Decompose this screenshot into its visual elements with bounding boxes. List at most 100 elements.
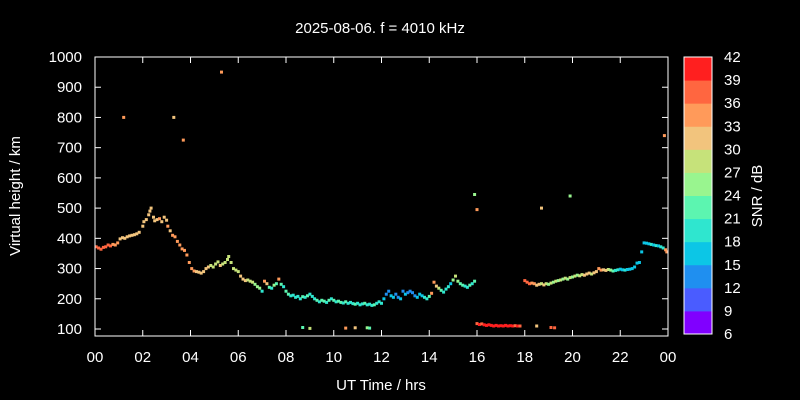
data-point	[563, 276, 567, 280]
data-point	[494, 323, 498, 327]
data-point	[125, 235, 129, 239]
data-point	[315, 298, 319, 302]
data-point	[329, 297, 333, 301]
data-point	[294, 295, 298, 299]
data-point	[180, 247, 184, 251]
data-point	[122, 115, 126, 119]
colorbar-tick-label: 36	[724, 95, 741, 112]
data-point	[296, 294, 300, 298]
data-point	[282, 285, 286, 289]
data-point	[123, 236, 127, 240]
data-point	[654, 244, 658, 248]
data-point	[389, 294, 393, 298]
data-point	[637, 261, 641, 264]
data-point	[104, 245, 108, 249]
data-point	[506, 324, 510, 328]
data-point	[106, 243, 110, 247]
data-point	[461, 283, 465, 287]
data-point	[544, 282, 548, 286]
colorbar-swatch	[684, 80, 712, 104]
data-point	[551, 280, 555, 284]
data-point	[265, 282, 269, 286]
data-point	[403, 292, 407, 296]
data-point	[339, 300, 343, 304]
data-point	[216, 260, 220, 264]
data-point	[351, 302, 355, 306]
x-tick-label: 08	[278, 349, 295, 366]
data-point	[116, 241, 120, 245]
colorbar-tick-label: 21	[724, 211, 741, 228]
data-point	[549, 281, 553, 285]
data-point	[568, 194, 572, 198]
data-point	[449, 282, 453, 286]
data-point	[592, 271, 596, 275]
data-point	[616, 268, 620, 272]
data-point	[518, 324, 522, 328]
data-point	[149, 206, 153, 210]
data-point	[508, 324, 512, 328]
data-point	[353, 326, 357, 330]
data-point	[286, 292, 290, 296]
data-point	[356, 301, 360, 305]
data-point	[642, 241, 646, 245]
data-point	[332, 298, 336, 302]
data-point	[144, 218, 148, 222]
data-point	[171, 233, 175, 237]
colorbar-swatch	[684, 218, 712, 243]
data-point	[387, 289, 391, 293]
data-point	[118, 237, 122, 241]
data-point	[540, 206, 543, 210]
data-point	[665, 250, 669, 254]
data-point	[554, 279, 558, 283]
data-point	[489, 323, 493, 327]
data-point	[559, 278, 563, 282]
colorbar-tick-label: 33	[724, 118, 741, 135]
data-point	[185, 253, 189, 257]
data-point	[202, 270, 206, 274]
data-point	[444, 287, 448, 291]
y-tick-label: 400	[57, 230, 82, 247]
data-point	[411, 291, 414, 295]
data-point	[248, 279, 252, 283]
x-tick-label: 02	[134, 349, 151, 366]
colorbar-tick-label: 9	[724, 303, 732, 320]
data-point	[375, 301, 379, 305]
data-point	[128, 234, 132, 238]
data-point	[113, 243, 117, 247]
data-point	[363, 301, 367, 305]
data-point	[621, 268, 625, 272]
data-point	[485, 323, 488, 327]
colorbar-tick-label: 24	[724, 188, 741, 205]
data-point	[306, 294, 309, 298]
data-point	[152, 215, 155, 219]
data-point	[542, 283, 546, 287]
data-point	[209, 264, 213, 267]
data-point	[349, 300, 352, 304]
y-tick-label: 200	[57, 291, 82, 308]
data-point	[434, 284, 438, 288]
data-point	[121, 236, 124, 240]
data-point	[633, 265, 637, 269]
data-point	[659, 245, 663, 249]
data-point	[580, 273, 584, 277]
data-point	[236, 270, 240, 274]
data-point	[432, 280, 436, 284]
colorbar-swatch	[684, 103, 712, 127]
data-point	[94, 245, 98, 249]
data-point	[566, 277, 570, 281]
data-point	[141, 224, 145, 228]
data-point	[516, 324, 520, 328]
data-point	[446, 285, 450, 289]
data-point	[132, 233, 136, 237]
data-point	[535, 324, 539, 328]
data-point	[587, 271, 591, 275]
data-point	[420, 294, 424, 298]
data-point	[568, 276, 572, 280]
data-point	[480, 322, 484, 326]
data-point	[458, 282, 462, 286]
data-point	[437, 286, 441, 290]
data-point	[661, 246, 665, 250]
data-point	[384, 292, 388, 296]
data-point	[165, 218, 169, 222]
data-point	[168, 229, 172, 233]
